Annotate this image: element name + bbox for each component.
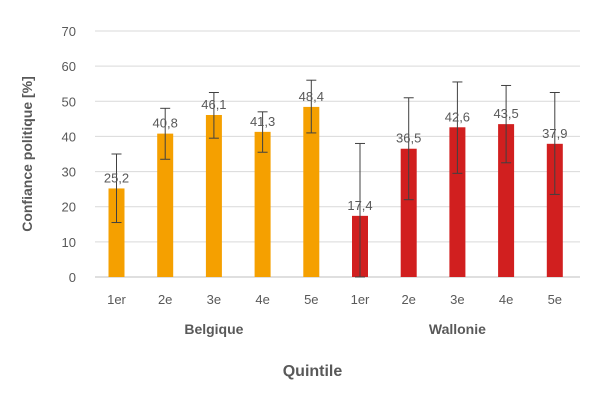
data-label: 36,5 (396, 131, 421, 146)
y-tick-label: 70 (62, 24, 76, 39)
x-tick-label: 3e (207, 292, 221, 307)
x-tick-label: 5e (304, 292, 318, 307)
y-tick-label: 0 (69, 270, 76, 285)
bar (254, 131, 271, 277)
data-label: 42,6 (445, 109, 470, 124)
x-tick-label: 1er (351, 292, 370, 307)
y-tick-label: 10 (62, 235, 76, 250)
y-axis-title: Confiance politique [%] (19, 76, 35, 232)
x-tick-label: 4e (255, 292, 269, 307)
data-label: 48,4 (299, 89, 324, 104)
bar (108, 188, 125, 277)
y-tick-label: 40 (62, 129, 76, 144)
x-tick-label: 2e (401, 292, 415, 307)
x-tick-label: 2e (158, 292, 172, 307)
bar (400, 148, 417, 277)
data-label: 46,1 (201, 97, 226, 112)
data-label: 41,3 (250, 114, 275, 129)
group-label: Wallonie (429, 321, 486, 337)
bar (546, 143, 563, 277)
bar (157, 133, 174, 277)
data-label: 17,4 (347, 198, 372, 213)
y-tick-label: 60 (62, 59, 76, 74)
x-tick-label: 1er (107, 292, 126, 307)
y-tick-label: 30 (62, 165, 76, 180)
x-tick-label: 3e (450, 292, 464, 307)
bar (303, 106, 320, 277)
y-tick-label: 20 (62, 200, 76, 215)
data-label: 25,2 (104, 170, 129, 185)
x-axis-title: Quintile (283, 363, 343, 380)
x-tick-label: 4e (499, 292, 513, 307)
data-label: 37,9 (542, 126, 567, 141)
y-tick-label: 50 (62, 94, 76, 109)
data-label: 40,8 (153, 116, 178, 131)
data-label: 43,5 (493, 106, 518, 121)
bar (449, 127, 466, 277)
group-label: Belgique (184, 321, 243, 337)
bar (205, 114, 222, 278)
x-tick-label: 5e (548, 292, 562, 307)
